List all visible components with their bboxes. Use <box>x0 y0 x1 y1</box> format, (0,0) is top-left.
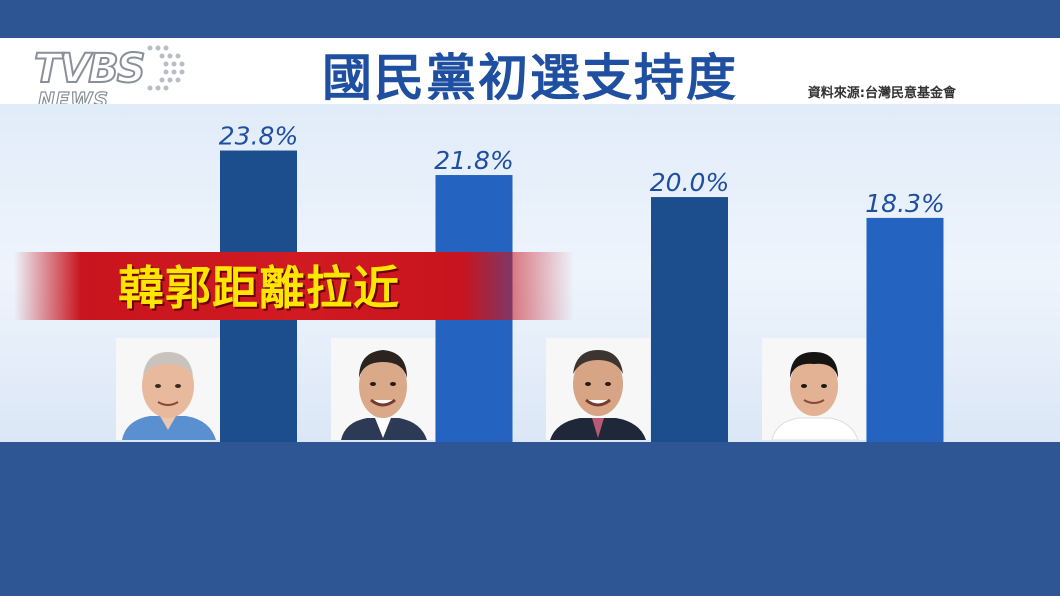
bar-value-label-3: 20.0% <box>650 168 729 197</box>
candidate-photo-3 <box>546 338 650 440</box>
bottom-panel <box>0 442 1060 596</box>
logo-top-text: TVBS <box>33 45 147 93</box>
source-note: 資料來源:台灣民意基金會 <box>807 86 956 101</box>
headline-banner <box>14 252 574 320</box>
chart-title: 國民黨初選支持度 <box>322 49 738 107</box>
candidate-photo-2 <box>331 338 435 440</box>
headline-banner-text: 韓郭距離拉近 <box>118 261 400 315</box>
candidate-photo-4 <box>762 338 866 440</box>
bar-value-label-2: 21.8% <box>434 146 513 175</box>
top-band <box>0 0 1060 38</box>
title-bar <box>0 38 1060 104</box>
logo-dots-icon <box>147 45 185 91</box>
bar-3 <box>651 197 728 442</box>
bar-value-label-4: 18.3% <box>865 189 944 218</box>
bar-value-label-1: 23.8% <box>219 122 298 151</box>
candidate-photo-1 <box>116 338 220 440</box>
bar-4 <box>866 217 944 442</box>
